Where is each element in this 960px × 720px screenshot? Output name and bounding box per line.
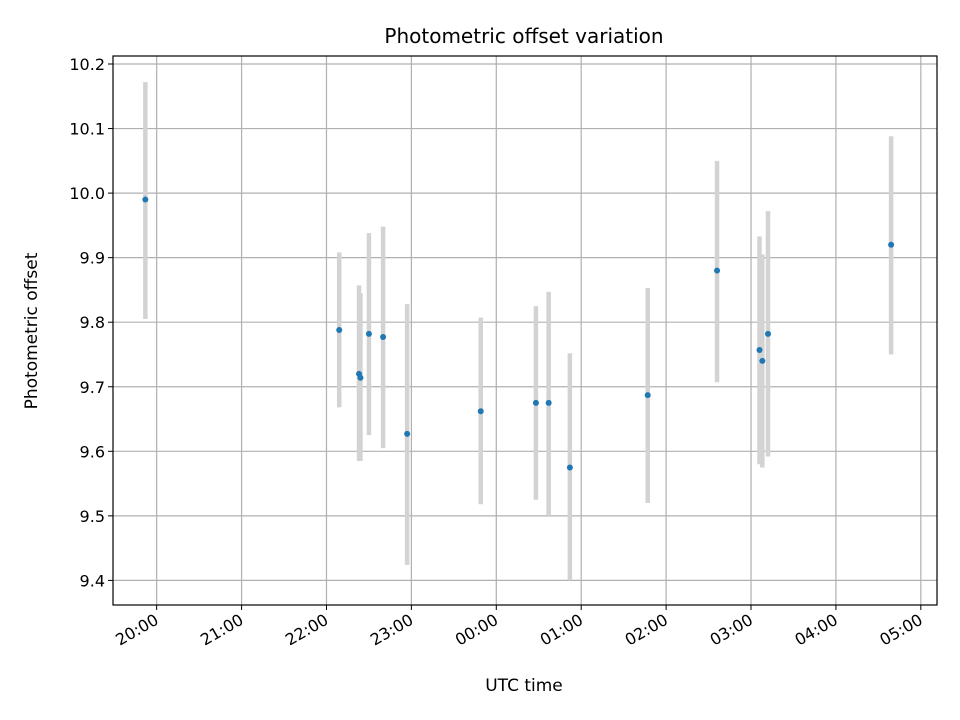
- chart-title: Photometric offset variation: [384, 24, 663, 48]
- data-point: [714, 267, 721, 274]
- data-point: [566, 464, 573, 471]
- data-point: [380, 334, 387, 341]
- grid: [113, 56, 937, 605]
- plot-frame: [112, 55, 938, 606]
- data-point: [888, 241, 895, 248]
- y-tick-label: 9.9: [80, 249, 105, 268]
- y-tick-label: 10.1: [69, 120, 105, 139]
- y-tick-label: 9.8: [80, 313, 105, 332]
- data-point: [545, 399, 552, 406]
- data-point: [336, 326, 343, 333]
- data-point: [764, 330, 771, 337]
- y-axis-ticks: 9.4 9.5 9.6 9.7 9.8 9.9 10.0 10.1 10.2: [69, 55, 113, 590]
- data-point: [756, 346, 763, 353]
- data-point: [365, 330, 372, 337]
- y-tick-label: 9.5: [80, 507, 105, 526]
- y-tick-label: 9.6: [80, 442, 105, 461]
- x-axis-label: UTC time: [485, 676, 563, 696]
- data-point: [532, 399, 539, 406]
- y-tick-label: 10.2: [69, 55, 105, 74]
- data-point: [357, 374, 364, 381]
- data-points: [142, 196, 895, 471]
- y-tick-label: 10.0: [69, 184, 105, 203]
- data-point: [477, 408, 484, 415]
- y-axis-label: Photometric offset: [22, 252, 42, 409]
- data-point: [142, 196, 149, 203]
- data-point: [404, 430, 411, 437]
- y-tick-label: 9.4: [80, 571, 105, 590]
- y-tick-label: 9.7: [80, 378, 105, 397]
- data-point: [759, 357, 766, 364]
- data-point: [644, 392, 651, 399]
